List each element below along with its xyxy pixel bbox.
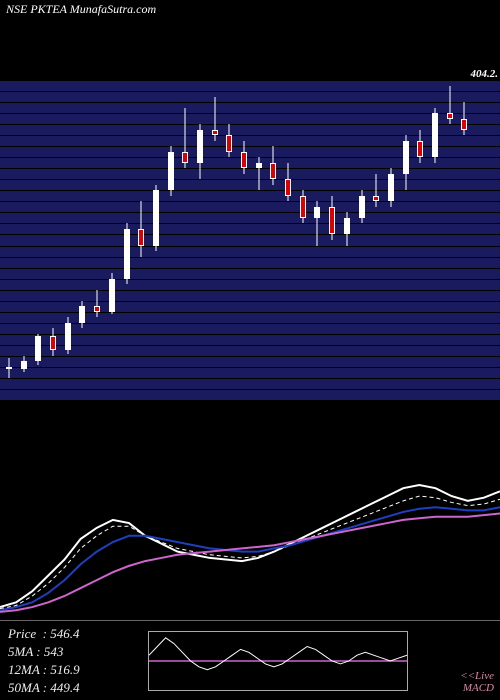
grid-line: [0, 234, 500, 235]
ma12-row: 12MA : 516.9: [8, 661, 148, 679]
grid-line: [0, 135, 500, 136]
ma5-row: 5MA : 543: [8, 643, 148, 661]
grid-line: [0, 367, 500, 368]
grid-line: [0, 378, 500, 379]
info-values: Price : 546.4 5MA : 543 12MA : 516.9 50M…: [8, 625, 148, 696]
grid-line: [0, 212, 500, 213]
grid-line: [0, 179, 500, 180]
info-box: Price : 546.4 5MA : 543 12MA : 516.9 50M…: [0, 620, 500, 700]
grid-line: [0, 124, 500, 125]
live-macd-label: <<Live MACD: [460, 670, 494, 694]
grid-line: [0, 268, 500, 269]
candlestick-chart[interactable]: 404.2.: [0, 80, 500, 400]
grid-line: [0, 279, 500, 280]
macd-mini-chart[interactable]: [148, 631, 408, 691]
macd-line: [149, 638, 407, 670]
indicator-line: [0, 514, 500, 612]
grid-line: [0, 246, 500, 247]
grid-line: [0, 168, 500, 169]
grid-line: [0, 334, 500, 335]
grid-line: [0, 157, 500, 158]
panel-spacer: [0, 400, 500, 480]
grid-line: [0, 323, 500, 324]
indicator-line: [0, 485, 500, 607]
grid-line: [0, 80, 500, 81]
grid-line: [0, 91, 500, 92]
grid-line: [0, 190, 500, 191]
grid-line: [0, 301, 500, 302]
grid-line: [0, 201, 500, 202]
price-marker: 404.2.: [471, 68, 499, 80]
grid-line: [0, 345, 500, 346]
macd-svg: [149, 632, 407, 690]
grid-line: [0, 312, 500, 313]
price-row: Price : 546.4: [8, 625, 148, 643]
grid-line: [0, 389, 500, 390]
grid-line: [0, 102, 500, 103]
indicator-chart[interactable]: [0, 480, 500, 620]
ticker-title: NSE PKTEA MunafaSutra.com: [6, 2, 156, 16]
indicator-svg: [0, 480, 500, 620]
grid-line: [0, 113, 500, 114]
grid-line: [0, 290, 500, 291]
chart-header: NSE PKTEA MunafaSutra.com: [0, 0, 500, 20]
ma50-row: 50MA : 449.4: [8, 679, 148, 697]
grid-line: [0, 356, 500, 357]
grid-line: [0, 223, 500, 224]
grid-line: [0, 257, 500, 258]
grid-line: [0, 146, 500, 147]
